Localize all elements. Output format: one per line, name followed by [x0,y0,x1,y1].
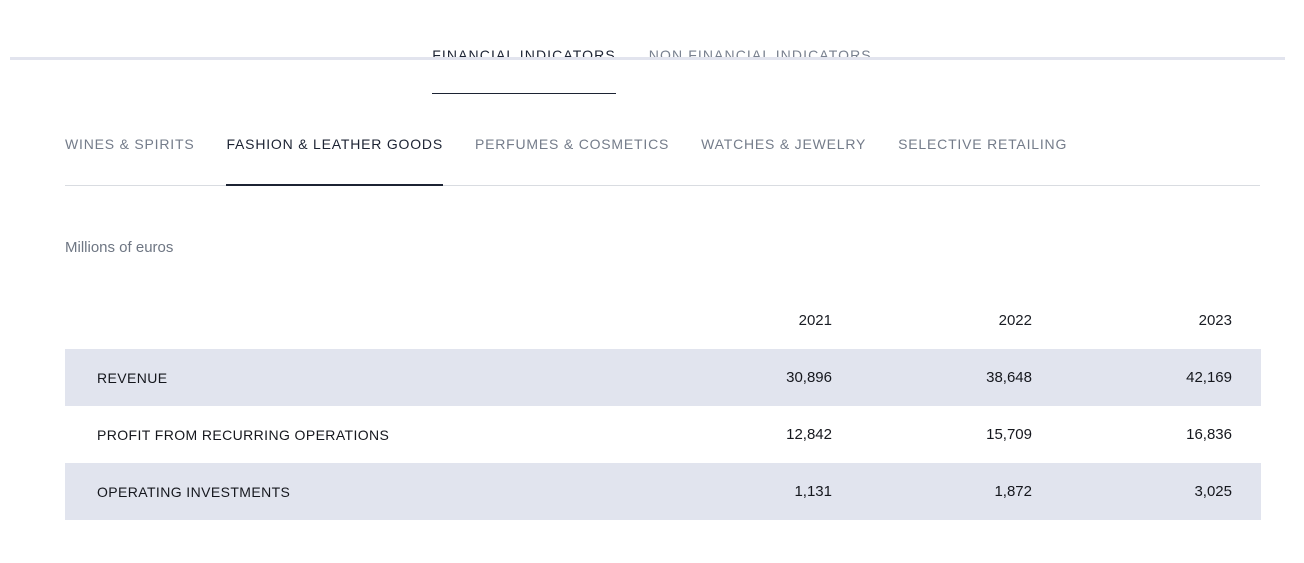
year-column-header: 2021 [798,312,832,329]
tab-selective-retailing[interactable]: SELECTIVE RETAILING [898,136,1068,152]
primary-tab-bar: FINANCIAL INDICATORS NON FINANCIAL INDIC… [0,47,1304,94]
year-column-header: 2022 [998,312,1032,329]
row-value: 1,131 [794,483,832,500]
unit-label: Millions of euros [65,239,174,256]
category-tab-bar: WINES & SPIRITS FASHION & LEATHER GOODS … [65,137,1260,186]
table-row-revenue: REVENUE 30,896 38,648 42,169 [65,349,1261,406]
table-row-operating-investments: OPERATING INVESTMENTS 1,131 1,872 3,025 [65,463,1261,520]
row-label: PROFIT FROM RECURRING OPERATIONS [97,426,390,443]
tab-non-financial-indicators[interactable]: NON FINANCIAL INDICATORS [648,47,872,63]
tab-financial-indicators[interactable]: FINANCIAL INDICATORS [432,47,616,94]
row-label: OPERATING INVESTMENTS [97,483,291,500]
row-value: 16,836 [1186,426,1232,443]
table-row-profit-recurring-operations: PROFIT FROM RECURRING OPERATIONS 12,842 … [65,406,1261,463]
tab-fashion-leather-goods[interactable]: FASHION & LEATHER GOODS [226,137,443,186]
tab-watches-jewelry[interactable]: WATCHES & JEWELRY [701,136,867,152]
row-value: 30,896 [786,369,832,386]
row-label: REVENUE [97,369,168,386]
year-column-header: 2023 [1198,312,1232,329]
tab-perfumes-cosmetics[interactable]: PERFUMES & COSMETICS [474,136,670,152]
row-value: 38,648 [986,369,1032,386]
row-value: 15,709 [986,426,1032,443]
row-value: 12,842 [786,426,832,443]
row-value: 3,025 [1194,483,1232,500]
row-value: 1,872 [994,483,1032,500]
tab-wines-spirits[interactable]: WINES & SPIRITS [65,136,195,152]
table-header-row: 2021 2022 2023 [65,292,1261,349]
top-divider [10,57,1285,60]
financial-indicators-table: 2021 2022 2023 REVENUE 30,896 38,648 42,… [65,292,1261,520]
row-value: 42,169 [1186,369,1232,386]
